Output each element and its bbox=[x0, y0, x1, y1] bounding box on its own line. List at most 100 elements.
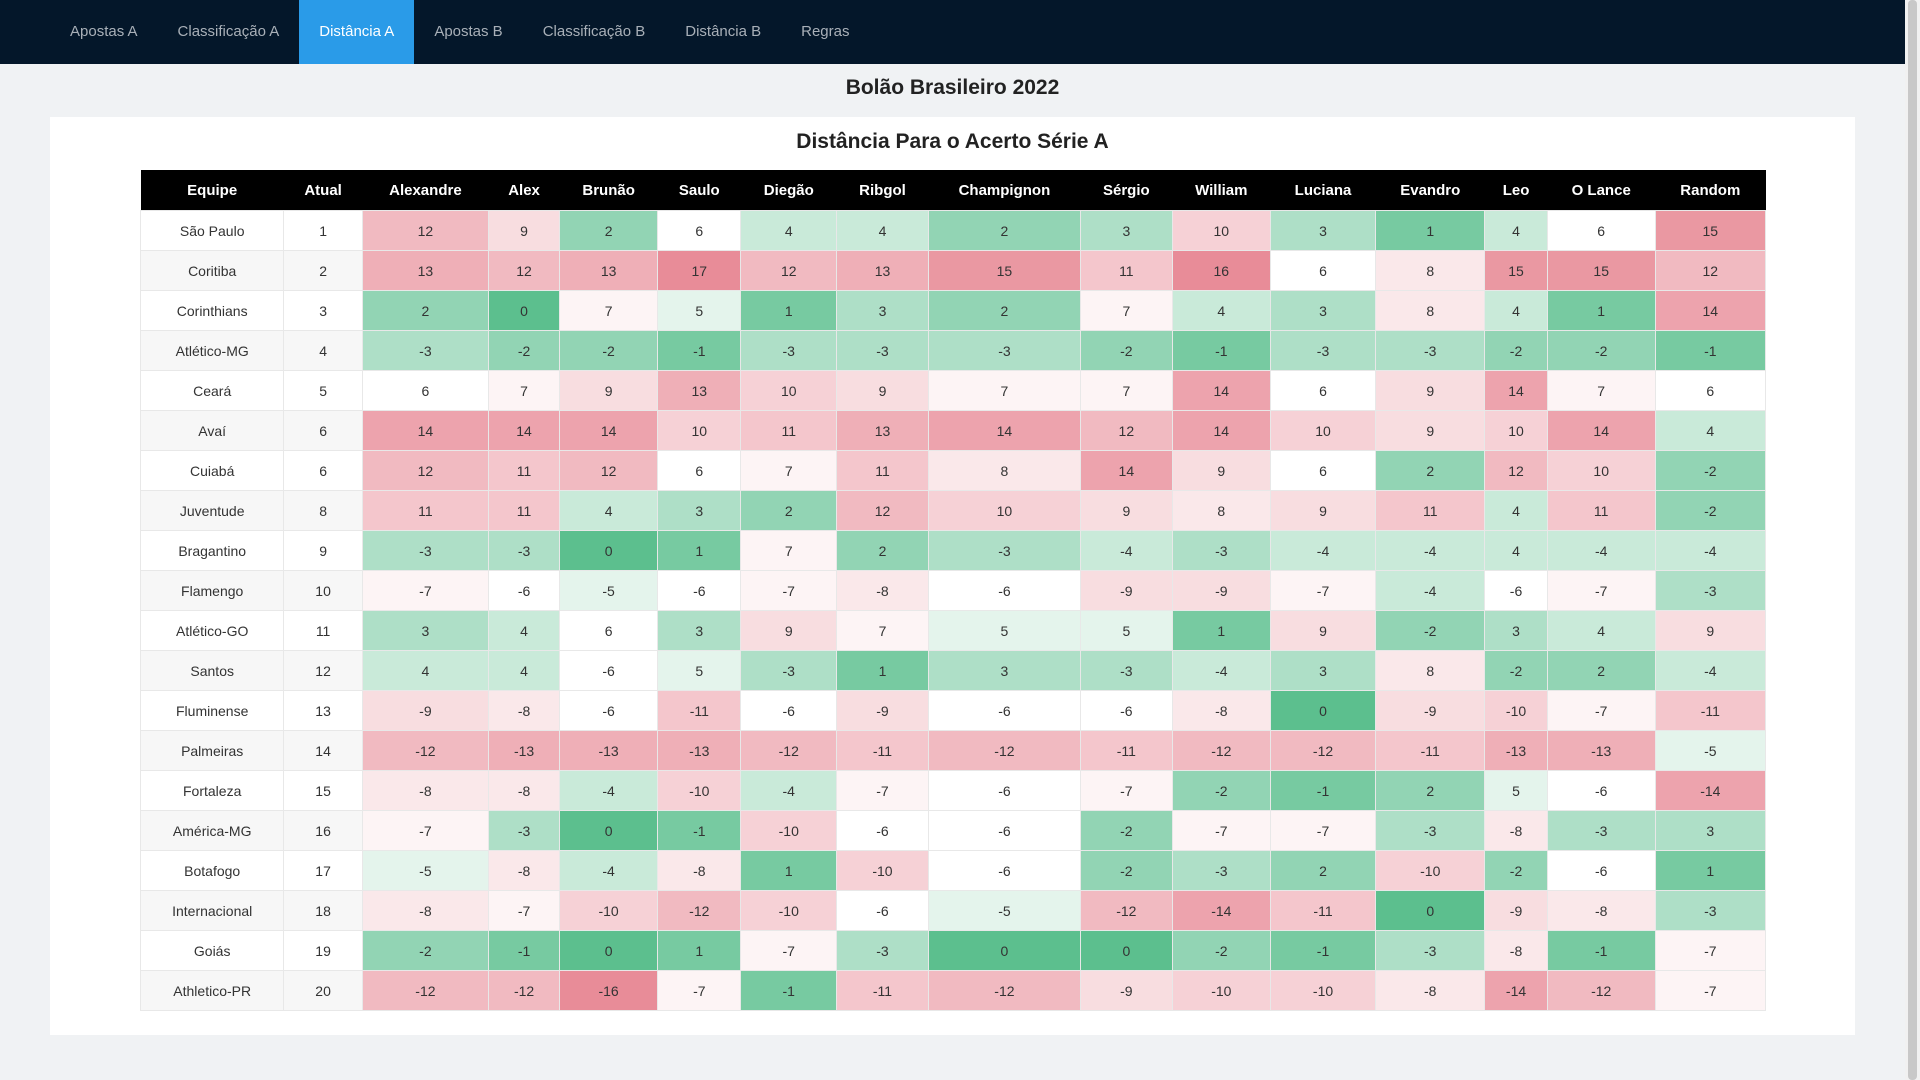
column-header: Leo bbox=[1484, 170, 1548, 211]
team-name: Cuiabá bbox=[139, 450, 285, 491]
distance-cell: -3 bbox=[488, 810, 561, 851]
distance-cell: -6 bbox=[927, 570, 1081, 611]
distance-cell: 14 bbox=[488, 410, 561, 451]
top-navbar: Apostas A Classificação A Distância A Apost… bbox=[0, 0, 1905, 64]
distance-cell: -11 bbox=[1375, 730, 1486, 771]
distance-cell: -7 bbox=[361, 810, 490, 851]
distance-cell: 6 bbox=[559, 610, 659, 651]
distance-cell: -11 bbox=[836, 730, 929, 771]
distance-cell: 6 bbox=[1269, 370, 1377, 411]
current-position: 6 bbox=[283, 450, 363, 491]
distance-cell: -7 bbox=[361, 570, 490, 611]
column-header: Luciana bbox=[1270, 170, 1376, 211]
current-position: 10 bbox=[283, 570, 363, 611]
distance-cell: -4 bbox=[1375, 530, 1486, 571]
distance-cell: 3 bbox=[1269, 290, 1377, 331]
distance-cell: -1 bbox=[657, 330, 742, 371]
current-position: 17 bbox=[283, 850, 363, 891]
distance-cell: 2 bbox=[559, 210, 659, 251]
distance-cell: -2 bbox=[361, 930, 490, 971]
distance-cell: 9 bbox=[1079, 490, 1173, 531]
distance-cell: -4 bbox=[1654, 530, 1767, 571]
distance-cell: 7 bbox=[740, 530, 838, 571]
distance-cell: 13 bbox=[559, 250, 659, 291]
distance-cell: 5 bbox=[657, 650, 742, 691]
distance-cell: -10 bbox=[740, 810, 838, 851]
distance-cell: 13 bbox=[836, 250, 929, 291]
nav-item-dist-ncia-b[interactable]: Distância B bbox=[685, 23, 762, 40]
scrollbar[interactable] bbox=[1905, 0, 1920, 1080]
distance-cell: -5 bbox=[1654, 730, 1767, 771]
distance-cell: 14 bbox=[1484, 370, 1548, 411]
distance-cell: 9 bbox=[1375, 410, 1486, 451]
distance-cell: -9 bbox=[1079, 570, 1173, 611]
distance-cell: -7 bbox=[657, 970, 742, 1011]
distance-cell: 4 bbox=[361, 650, 490, 691]
distance-cell: -6 bbox=[1546, 850, 1656, 891]
current-position: 6 bbox=[283, 410, 363, 451]
distance-cell: -8 bbox=[1484, 810, 1548, 851]
distance-cell: 9 bbox=[1375, 370, 1486, 411]
distance-cell: -8 bbox=[836, 570, 929, 611]
distance-cell: 13 bbox=[657, 370, 742, 411]
distance-cell: 1 bbox=[1171, 610, 1271, 651]
table-row: América-MG 16 -7 -3 0 -1 -10 -6 -6 -2 -7 -7 -3 -8 -3 3 bbox=[139, 810, 1767, 851]
table-row: Juventude 8 11 11 4 3 2 12 10 9 8 9 11 4 11 -2 bbox=[139, 490, 1767, 531]
current-position: 8 bbox=[283, 490, 363, 531]
distance-cell: -7 bbox=[836, 770, 929, 811]
table-row: Cuiabá 6 12 11 12 6 7 11 8 14 9 6 2 12 10 -2 bbox=[139, 450, 1767, 491]
distance-cell: 1 bbox=[740, 850, 838, 891]
scrollbar-thumb[interactable] bbox=[1908, 0, 1917, 1080]
distance-cell: -10 bbox=[559, 890, 659, 931]
nav-item-apostas-a[interactable]: Apostas A bbox=[70, 23, 138, 40]
distance-cell: -10 bbox=[1269, 970, 1377, 1011]
distance-cell: 10 bbox=[1269, 410, 1377, 451]
distance-cell: -13 bbox=[488, 730, 561, 771]
distance-cell: -6 bbox=[1484, 570, 1548, 611]
distance-cell: -2 bbox=[1484, 650, 1548, 691]
distance-cell: 0 bbox=[488, 290, 561, 331]
distance-cell: -3 bbox=[836, 930, 929, 971]
column-header: Random bbox=[1655, 170, 1766, 211]
distance-cell: 11 bbox=[1079, 250, 1173, 291]
nav-item-regras[interactable]: Regras bbox=[801, 23, 850, 40]
nav-item-apostas-b[interactable]: Apostas B bbox=[434, 23, 503, 40]
distance-cell: 6 bbox=[361, 370, 490, 411]
distance-cell: -16 bbox=[559, 970, 659, 1011]
distance-cell: -4 bbox=[1375, 570, 1486, 611]
column-header: Diegão bbox=[740, 170, 837, 211]
distance-cell: 7 bbox=[1079, 370, 1173, 411]
distance-cell: 12 bbox=[836, 490, 929, 531]
distance-cell: -10 bbox=[1375, 850, 1486, 891]
distance-cell: -3 bbox=[1269, 330, 1377, 371]
current-position: 13 bbox=[283, 690, 363, 731]
current-position: 11 bbox=[283, 610, 363, 651]
nav-item-classifica-o-b[interactable]: Classificação B bbox=[542, 23, 646, 40]
distance-cell: -6 bbox=[927, 690, 1081, 731]
distance-cell: 1 bbox=[657, 530, 742, 571]
distance-cell: 10 bbox=[927, 490, 1081, 531]
nav-item-dist-ncia-a[interactable]: Distância A bbox=[299, 0, 415, 64]
distance-cell: 3 bbox=[657, 490, 742, 531]
distance-cell: 0 bbox=[559, 530, 659, 571]
distance-cell: 13 bbox=[361, 250, 490, 291]
distance-cell: -2 bbox=[1654, 490, 1767, 531]
distance-cell: -11 bbox=[1269, 890, 1377, 931]
table-row: São Paulo 1 12 9 2 6 4 4 2 3 10 3 1 4 6 15 bbox=[139, 210, 1767, 251]
team-name: Flamengo bbox=[139, 570, 285, 611]
distance-cell: -7 bbox=[1269, 810, 1377, 851]
distance-cell: -14 bbox=[1171, 890, 1271, 931]
team-name: Juventude bbox=[139, 490, 285, 531]
column-header: Ribgol bbox=[836, 170, 929, 211]
nav-item-classifica-o-a[interactable]: Classificação A bbox=[177, 23, 280, 40]
distance-cell: -12 bbox=[1171, 730, 1271, 771]
distance-cell: 4 bbox=[1484, 490, 1548, 531]
distance-cell: -6 bbox=[836, 890, 929, 931]
column-header: Sérgio bbox=[1080, 170, 1173, 211]
column-header: Brunão bbox=[559, 170, 658, 211]
distance-cell: -2 bbox=[1079, 330, 1173, 371]
distance-cell: -12 bbox=[488, 970, 561, 1011]
team-name: Internacional bbox=[139, 890, 285, 931]
distance-cell: -1 bbox=[1269, 770, 1377, 811]
team-name: Goiás bbox=[139, 930, 285, 971]
